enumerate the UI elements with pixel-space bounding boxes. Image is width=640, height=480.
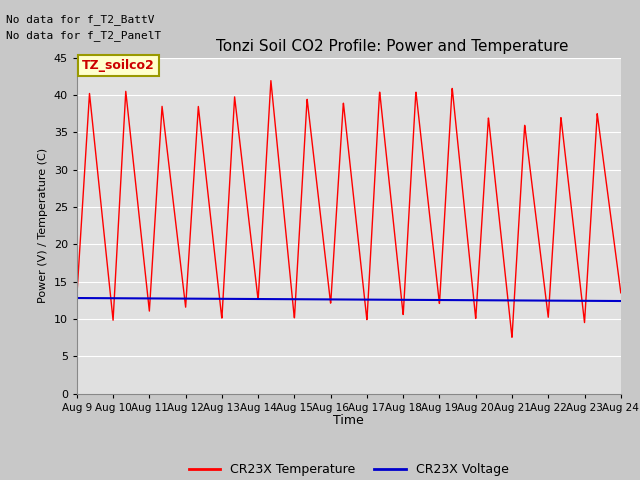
X-axis label: Time: Time — [333, 414, 364, 427]
Y-axis label: Power (V) / Temperature (C): Power (V) / Temperature (C) — [38, 148, 48, 303]
Text: No data for f_T2_BattV: No data for f_T2_BattV — [6, 13, 155, 24]
Text: TZ_soilco2: TZ_soilco2 — [83, 59, 155, 72]
Legend: CR23X Temperature, CR23X Voltage: CR23X Temperature, CR23X Voltage — [184, 458, 513, 480]
Text: No data for f_T2_PanelT: No data for f_T2_PanelT — [6, 30, 162, 41]
Title: Tonzi Soil CO2 Profile: Power and Temperature: Tonzi Soil CO2 Profile: Power and Temper… — [216, 39, 568, 54]
